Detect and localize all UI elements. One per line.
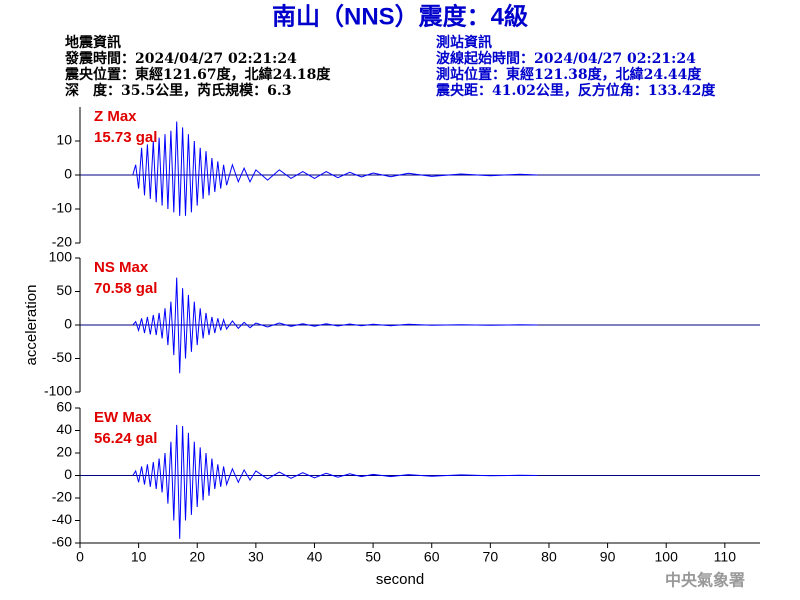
- y-tick-label: 60: [56, 399, 72, 415]
- info-line: 震央位置：東經121.67度，北緯24.18度: [64, 66, 331, 83]
- info-line: 測站資訊: [436, 34, 492, 51]
- x-tick-label: 10: [131, 549, 147, 565]
- watermark: 中央氣象署: [665, 571, 745, 590]
- annotation: 15.73 gal: [94, 129, 157, 146]
- y-tick-label: -100: [44, 383, 72, 399]
- x-axis-label: second: [376, 571, 424, 588]
- x-tick-label: 90: [600, 549, 616, 565]
- x-tick-label: 70: [483, 549, 499, 565]
- y-tick-label: -40: [52, 511, 72, 527]
- waveform: [132, 121, 538, 216]
- x-tick-label: 80: [541, 549, 557, 565]
- y-tick-label: 0: [64, 316, 72, 332]
- y-tick-label: 100: [49, 249, 73, 265]
- waveform: [132, 424, 538, 539]
- y-tick-label: 20: [56, 444, 72, 460]
- y-tick-label: 0: [64, 466, 72, 482]
- x-tick-label: 0: [76, 549, 84, 565]
- x-tick-label: 40: [307, 549, 323, 565]
- info-line: 震央距：41.02公里，反方位角：133.42度: [435, 82, 716, 99]
- x-tick-label: 20: [189, 549, 205, 565]
- info-line: 波線起始時間：2024/04/27 02:21:24: [436, 50, 696, 67]
- y-tick-label: -60: [52, 534, 72, 550]
- y-tick-label: 10: [56, 132, 72, 148]
- annotation: NS Max: [94, 259, 149, 276]
- waveform: [132, 277, 538, 374]
- y-tick-label: 0: [64, 166, 72, 182]
- annotation: 56.24 gal: [94, 430, 157, 447]
- annotation: Z Max: [94, 108, 137, 125]
- chart-title: 南山（NNS）震度：4級: [272, 2, 528, 30]
- info-line: 測站位置：東經121.38度，北緯24.44度: [436, 66, 702, 83]
- x-tick-label: 30: [248, 549, 264, 565]
- x-tick-label: 50: [365, 549, 381, 565]
- x-tick-label: 110: [714, 549, 737, 565]
- y-tick-label: 50: [56, 282, 72, 298]
- info-line: 深 度：35.5公里，芮氏規模：6.3: [65, 82, 291, 99]
- annotation: 70.58 gal: [94, 280, 157, 297]
- x-tick-label: 60: [424, 549, 440, 565]
- annotation: EW Max: [94, 409, 152, 426]
- y-tick-label: -10: [52, 200, 72, 216]
- y-tick-label: -20: [52, 489, 72, 505]
- y-tick-label: 40: [56, 421, 72, 437]
- x-tick-label: 100: [655, 549, 679, 565]
- y-axis-label: acceleration: [23, 285, 40, 366]
- info-line: 地震資訊: [65, 34, 121, 51]
- info-line: 發震時間：2024/04/27 02:21:24: [64, 50, 297, 67]
- y-tick-label: -50: [52, 349, 72, 365]
- y-tick-label: -20: [52, 234, 72, 250]
